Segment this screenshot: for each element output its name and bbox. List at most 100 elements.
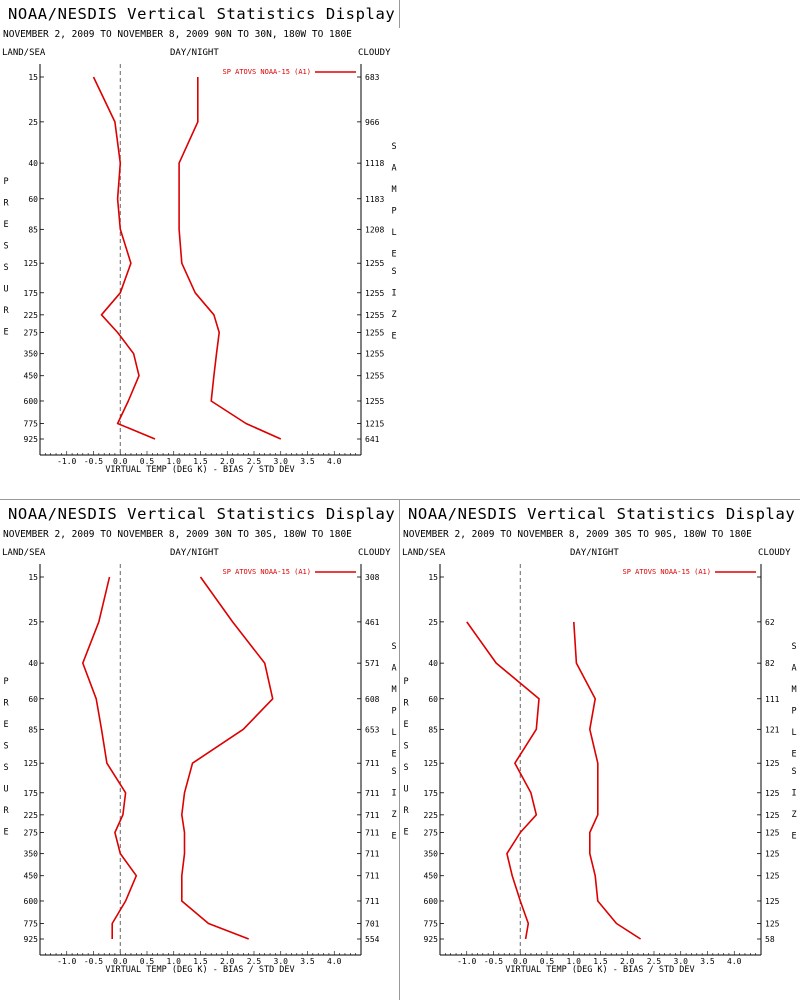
axis-label-letter: M [391,185,396,195]
axis-label-letter: U [403,785,408,795]
sample-size-label: 1255 [365,372,384,381]
axis-label-letter: S [3,242,8,252]
x-tick-label: 4.0 [727,957,742,966]
sample-size-label: 711 [365,828,380,837]
axis-label-letter: Z [391,310,396,320]
axis-label-letter: S [3,742,8,752]
sample-size-label: 1118 [365,159,384,168]
chart-subtitle: NOVEMBER 2, 2009 TO NOVEMBER 8, 2009 30N… [3,529,352,540]
sample-size-label: 82 [765,659,775,668]
x-tick-label: 2.0 [220,957,235,966]
axis-label-letter: P [791,707,796,717]
axis-label-letter: P [391,207,396,217]
sample-size-label: 711 [365,811,380,820]
x-tick-label: 3.0 [274,957,289,966]
pressure-level-label: 175 [24,289,39,298]
chart-panel-1: -1.0 -0.5 0.0 0.5 1.0 1.5 2.0 2.5 3.0 3.5 4.0 VIRTU… [0,0,400,500]
pressure-axis-label: P R E S S U R E [3,177,9,338]
pressure-level-label: 275 [24,828,39,837]
axis-label-letter: S [403,763,408,773]
x-tick-label: 4.0 [327,457,342,466]
x-tick-label: 0.5 [140,957,155,966]
pressure-level-label: 450 [424,872,439,881]
sample-size-label: 1255 [365,397,384,406]
x-tick-label: -1.0 [457,957,476,966]
x-tick-label: 0.0 [113,457,128,466]
sample-size-label: 461 [365,618,380,627]
sample-axis-label-word-2: S I Z E [391,767,396,842]
vertical-separator [399,500,400,1000]
pressure-level-label: 925 [24,935,39,944]
axis-label-letter: I [391,289,396,299]
chart-subtitle: NOVEMBER 2, 2009 TO NOVEMBER 8, 2009 90N… [3,29,352,40]
x-tick-label: 1.5 [193,457,208,466]
sample-size-label: 653 [365,725,380,734]
pressure-level-label: 275 [24,328,39,337]
axis-label-letter: L [791,728,796,738]
bias-series-line [466,621,540,940]
pressure-level-label: 25 [28,618,38,627]
axis-label-letter: R [403,806,409,816]
sample-size-label: 125 [765,759,780,768]
axis-label-letter: M [391,685,396,695]
sample-size-label: 125 [765,828,780,837]
axis-label-letter: S [3,263,8,273]
cloudy-label: CLOUDY [758,548,791,558]
sample-axis-label-word-1: S A M P L E [391,142,396,260]
x-axis-label: VIRTUAL TEMP (DEG K) - BIAS / STD DEV [105,465,294,475]
sample-size-label: 701 [365,919,380,928]
chart-title: NOAA/NESDIS Vertical Statistics Display [8,5,396,23]
axis-label-letter: E [403,828,408,838]
axis-label-letter: E [403,720,408,730]
axis-label-letter: E [3,720,8,730]
x-axis-label: VIRTUAL TEMP (DEG K) - BIAS / STD DEV [505,965,694,975]
axis-label-letter: R [3,199,9,209]
chart-title: NOAA/NESDIS Vertical Statistics Display [8,505,396,523]
axis-label-letter: U [3,285,8,295]
pressure-level-label: 40 [28,659,38,668]
x-tick-label: 2.5 [247,957,262,966]
axis-label-letter: S [391,642,396,652]
x-tick-label: 1.0 [567,957,582,966]
x-tick-label: -0.5 [84,957,103,966]
x-tick-label: 1.5 [193,957,208,966]
axis-label-letter: A [391,664,396,674]
chart-panel-2: -1.0 -0.5 0.0 0.5 1.0 1.5 2.0 2.5 3.0 3.5 4.0 VIRTU… [0,500,400,1000]
sample-size-label: 125 [765,811,780,820]
sample-size-label: 125 [765,897,780,906]
pressure-level-label: 225 [24,311,39,320]
x-tick-label: 0.5 [140,457,155,466]
x-tick-label: 3.5 [300,957,315,966]
std-dev-series-line [178,77,282,440]
pressure-level-label: 350 [24,350,39,359]
pressure-level-label: 15 [28,73,38,82]
sample-axis-label-word-1: S A M P L E [391,642,396,760]
top-right-separator [399,0,400,28]
sample-size-label: 125 [765,789,780,798]
sample-size-label: 1255 [365,350,384,359]
pressure-level-label: 85 [428,725,438,734]
pressure-level-label: 350 [424,850,439,859]
axis-label-letter: L [391,228,396,238]
pressure-level-label: 175 [424,789,439,798]
axis-label-letter: Z [391,810,396,820]
sample-size-label: 1255 [365,289,384,298]
sample-size-label: 125 [765,872,780,881]
x-tick-label: 0.0 [113,957,128,966]
axis-label-letter: S [391,767,396,777]
x-tick-label: -1.0 [57,457,76,466]
std-dev-series-line [181,576,274,940]
pressure-axis-label: P R E S S U R E [3,677,9,838]
axis-label-letter: E [3,828,8,838]
pressure-level-label: 275 [424,828,439,837]
axis-label-letter: S [3,763,8,773]
pressure-level-label: 40 [428,659,438,668]
axis-label-letter: Z [791,810,796,820]
chart-title: NOAA/NESDIS Vertical Statistics Display [408,505,796,523]
pressure-level-label: 450 [24,872,39,881]
axis-label-letter: A [791,664,796,674]
axis-label-letter: S [391,267,396,277]
x-axis-label: VIRTUAL TEMP (DEG K) - BIAS / STD DEV [105,965,294,975]
sample-size-label: 62 [765,618,775,627]
axis-label-letter: P [3,177,8,187]
